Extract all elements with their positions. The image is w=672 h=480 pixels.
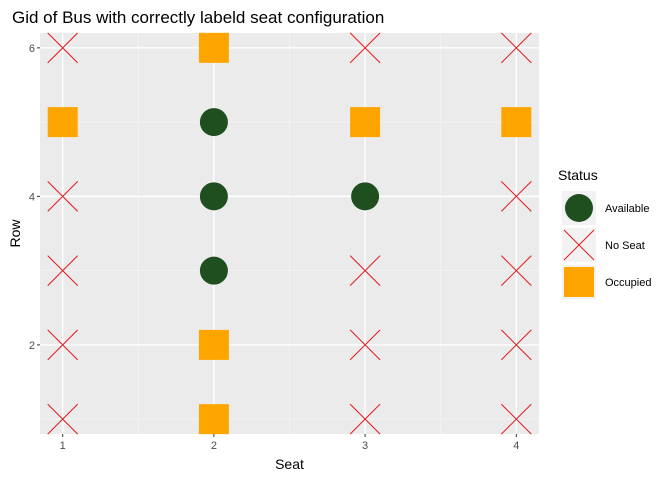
available-seat-marker (199, 182, 228, 211)
no-seat-marker (500, 32, 532, 64)
occupied-seat-marker (198, 32, 229, 63)
available-seat-marker (199, 256, 228, 285)
available-seat-marker (351, 182, 380, 211)
no-seat-marker (500, 255, 532, 286)
seat-markers (47, 32, 532, 435)
occupied-seat-marker (198, 329, 229, 360)
no-seat-marker (349, 329, 381, 361)
no-seat-marker (500, 181, 532, 212)
x-tick-label: 3 (362, 440, 368, 452)
occupied-seat-marker (350, 107, 381, 138)
no-seat-marker (47, 329, 79, 361)
x-axis-ticks: 1 2 3 4 (60, 434, 519, 452)
y-axis-title: Row (7, 219, 23, 248)
major-gridlines (40, 33, 539, 434)
legend-key-no-seat (563, 229, 595, 261)
occupied-seat-marker (47, 107, 78, 138)
no-seat-marker (47, 255, 79, 286)
y-tick-label: 2 (29, 340, 35, 352)
y-tick-label: 4 (29, 191, 35, 203)
legend-key-available (565, 194, 593, 222)
x-tick-label: 1 (60, 440, 66, 452)
no-seat-marker (349, 32, 381, 64)
legend-label: Available (605, 203, 649, 215)
minor-gridlines (40, 33, 539, 434)
no-seat-marker (47, 181, 79, 212)
y-tick-label: 6 (29, 43, 35, 55)
legend-label: Occupied (605, 277, 651, 289)
available-seat-marker (199, 108, 228, 137)
chart-title: Gid of Bus with correctly labeld seat co… (12, 8, 384, 27)
legend-key-occupied (564, 267, 594, 297)
x-tick-label: 4 (513, 440, 519, 452)
y-axis-ticks: 2 4 6 (29, 43, 40, 352)
occupied-seat-marker (198, 404, 229, 435)
legend-label: No Seat (605, 240, 645, 252)
no-seat-marker (47, 403, 79, 435)
legend-title: Status (558, 167, 598, 183)
x-tick-label: 2 (211, 440, 217, 452)
no-seat-marker (349, 255, 381, 286)
no-seat-marker (47, 32, 79, 64)
no-seat-marker (349, 403, 381, 435)
x-axis-title: Seat (275, 456, 304, 472)
no-seat-marker (500, 329, 532, 361)
occupied-seat-marker (501, 107, 532, 138)
legend: Status Available No Seat Occupied (558, 167, 651, 299)
no-seat-marker (500, 403, 532, 435)
